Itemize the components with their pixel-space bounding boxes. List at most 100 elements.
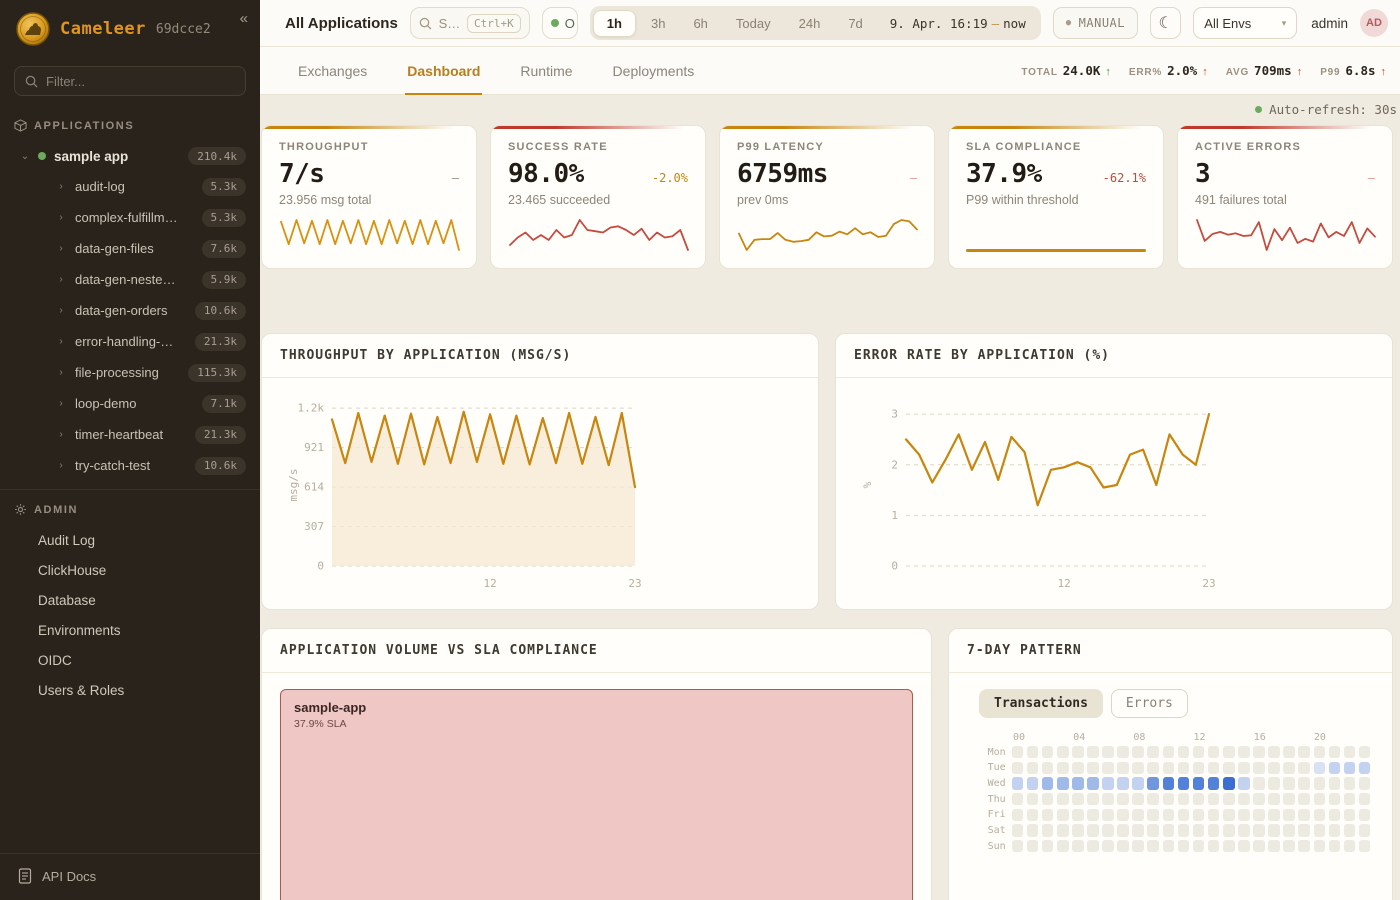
heatmap-cell xyxy=(1056,777,1069,790)
heatmap-cell xyxy=(1177,824,1190,837)
kpi-subtext: 23.956 msg total xyxy=(279,193,372,207)
heatmap-cell xyxy=(1132,761,1144,774)
heatmap-cell xyxy=(1041,824,1054,837)
sidebar-item-try-catch-test[interactable]: › try-catch-test 10.6k xyxy=(0,450,260,481)
time-range-7d[interactable]: 7d xyxy=(835,10,875,37)
cameleer-logo-icon xyxy=(16,12,50,46)
heatmap-cell xyxy=(1117,840,1129,853)
heatmap-cell xyxy=(1343,761,1356,774)
heatmap-cell xyxy=(1328,840,1341,853)
sidebar: Cameleer 69dcce2 « Filter... APPLICATION… xyxy=(0,0,260,900)
heatmap-cell xyxy=(1343,746,1356,759)
heatmap-cell xyxy=(1117,793,1129,806)
stat-value: 2.0% xyxy=(1167,63,1198,78)
refresh-mode-button[interactable]: ● MANUAL xyxy=(1052,7,1139,39)
tab-deployments[interactable]: Deployments xyxy=(612,62,695,79)
item-count-badge: 7.6k xyxy=(201,239,246,258)
sidebar-item-data-gen-orders[interactable]: › data-gen-orders 10.6k xyxy=(0,295,260,326)
heatmap-cell xyxy=(1283,840,1295,853)
admin-item-clickhouse[interactable]: ClickHouse xyxy=(38,562,107,578)
item-name: loop-demo xyxy=(75,396,137,411)
auto-refresh-status: Auto-refresh: 30s xyxy=(261,95,1397,123)
heatmap-cell xyxy=(1056,824,1069,837)
heatmap-cell xyxy=(1313,808,1326,821)
filter-input[interactable]: Filter... xyxy=(14,66,246,96)
toggle-transactions[interactable]: Transactions xyxy=(979,689,1103,718)
time-range-today[interactable]: Today xyxy=(723,10,784,37)
kpi-value: 3 xyxy=(1195,159,1211,189)
kpi-value: 7/s xyxy=(279,159,325,189)
admin-item-oidc[interactable]: OIDC xyxy=(38,652,72,668)
kpi-card-sla-compliance: SLA COMPLIANCE 37.9% -62.1% P99 within thre… xyxy=(948,125,1164,269)
tab-exchanges[interactable]: Exchanges xyxy=(298,62,368,79)
time-range-3h[interactable]: 3h xyxy=(638,10,678,37)
heatmap-cell xyxy=(1162,824,1175,837)
heatmap-cell xyxy=(1268,793,1280,806)
time-range-24h[interactable]: 24h xyxy=(786,10,834,37)
sidebar-item-data-gen-files[interactable]: › data-gen-files 7.6k xyxy=(0,233,260,264)
heatmap-cell xyxy=(1132,793,1144,806)
sidebar-item-file-processing[interactable]: › file-processing 115.3k xyxy=(0,357,260,388)
admin-item-users-roles[interactable]: Users & Roles xyxy=(38,682,125,698)
heatmap-cell xyxy=(1147,761,1160,774)
heatmap-cell xyxy=(1056,793,1069,806)
stat-value: 6.8s xyxy=(1345,63,1376,78)
heatmap-cell xyxy=(1147,746,1160,759)
heatmap-cell xyxy=(1056,840,1069,853)
admin-item-environments[interactable]: Environments xyxy=(38,622,121,638)
sidebar-collapse-button[interactable]: « xyxy=(239,10,248,27)
time-range-6h[interactable]: 6h xyxy=(680,10,720,37)
heatmap-cell xyxy=(1298,761,1311,774)
chevron-right-icon: › xyxy=(59,367,63,378)
date-range-display[interactable]: 9. Apr. 16:19– now xyxy=(889,15,1026,31)
day-label: Tue xyxy=(987,762,1006,774)
kpi-title: ACTIVE ERRORS xyxy=(1195,141,1302,153)
heatmap-cell xyxy=(1162,808,1175,821)
time-range-1h[interactable]: 1h xyxy=(592,9,636,37)
item-name: data-gen-neste… xyxy=(75,272,176,287)
stat-label: TOTAL xyxy=(1021,67,1058,78)
sidebar-item-audit-log[interactable]: › audit-log 5.3k xyxy=(0,171,260,202)
sidebar-item-timer-heartbeat[interactable]: › timer-heartbeat 21.3k xyxy=(0,419,260,450)
avatar[interactable]: AD xyxy=(1360,9,1388,37)
tab-dashboard[interactable]: Dashboard xyxy=(405,48,483,95)
chevron-right-icon: › xyxy=(59,212,63,223)
chevron-right-icon: › xyxy=(59,460,63,471)
item-count-badge: 5.3k xyxy=(201,177,246,196)
tab-runtime[interactable]: Runtime xyxy=(520,62,573,79)
moon-icon: ☾ xyxy=(1158,15,1173,32)
sidebar-app-sample-app[interactable]: ⌄ sample app 210.4k xyxy=(0,141,260,171)
heatmap-cell xyxy=(1192,777,1205,790)
kpi-delta: -2.0% xyxy=(651,171,688,185)
sidebar-item-loop-demo[interactable]: › loop-demo 7.1k xyxy=(0,388,260,419)
api-docs-link[interactable]: API Docs xyxy=(0,853,260,900)
theme-toggle-button[interactable]: ☾ xyxy=(1150,7,1182,39)
env-select[interactable]: All Envs ▾ xyxy=(1193,7,1298,39)
svg-text:12: 12 xyxy=(483,577,496,590)
toggle-errors[interactable]: Errors xyxy=(1110,689,1188,718)
heatmap-cell xyxy=(1132,808,1144,821)
admin-item-database[interactable]: Database xyxy=(38,592,96,608)
sidebar-item-complex-fulfillm[interactable]: › complex-fulfillm… 5.3k xyxy=(0,202,260,233)
heatmap-cell xyxy=(1358,761,1371,774)
admin-item-audit-log[interactable]: Audit Log xyxy=(38,532,96,548)
svg-text:%: % xyxy=(861,481,874,488)
treemap-cell-sample-app[interactable]: sample-app 37.9% SLA xyxy=(280,689,913,900)
heatmap-cell xyxy=(1343,777,1356,790)
global-search-input[interactable]: S… Ctrl+K xyxy=(409,7,530,39)
kpi-value-row: 7/s – xyxy=(279,159,459,189)
heatmap-cell xyxy=(1328,761,1341,774)
svg-text:307: 307 xyxy=(304,520,324,533)
heatmap-cell xyxy=(1358,793,1371,806)
heatmap-cell xyxy=(1162,793,1175,806)
app-count-badge: 210.4k xyxy=(188,147,246,165)
heatmap-cell xyxy=(1147,793,1160,806)
heatmap-cell xyxy=(1283,793,1295,806)
applications-section-header: APPLICATIONS xyxy=(0,110,260,141)
heatmap-cell xyxy=(1328,746,1341,759)
sidebar-item-data-gen-neste[interactable]: › data-gen-neste… 5.9k xyxy=(0,264,260,295)
heatmap-cell xyxy=(1207,824,1220,837)
hour-label: 12 xyxy=(1193,732,1206,743)
sidebar-item-error-handling[interactable]: › error-handling-… 21.3k xyxy=(0,326,260,357)
heatmap-cell xyxy=(1117,808,1129,821)
